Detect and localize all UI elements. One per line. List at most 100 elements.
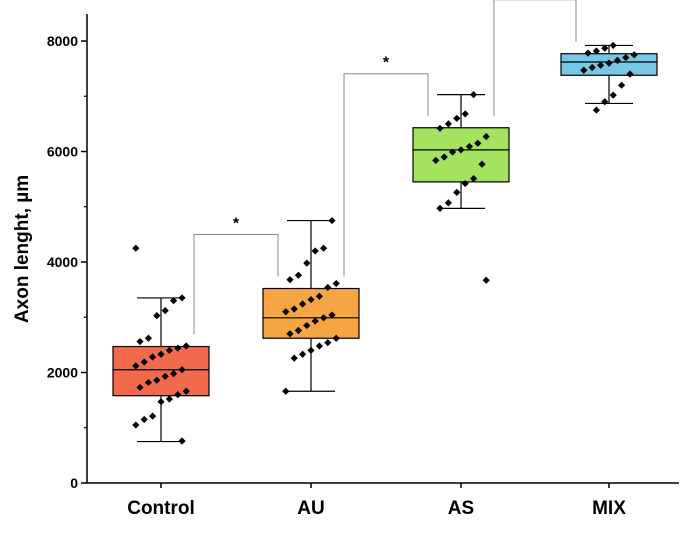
data-point-control <box>136 383 144 392</box>
significance-bracket <box>493 0 577 116</box>
box-group-mix <box>560 41 658 114</box>
data-point-as <box>470 174 478 183</box>
data-point-au <box>299 350 307 358</box>
x-label-au: AU <box>297 498 324 519</box>
y-axis-title: Axon lenght, µm <box>12 175 33 323</box>
box-group-control <box>112 244 210 445</box>
x-category-labels: Control AU AS MIX <box>127 483 626 519</box>
data-point-control <box>149 353 157 361</box>
box-as <box>412 127 510 183</box>
data-point-control <box>165 346 173 354</box>
data-point-au <box>328 216 336 225</box>
data-point-as <box>457 146 465 154</box>
y-ticks: 0 2000 4000 6000 8000 <box>47 33 87 491</box>
significance-label: * <box>233 216 240 233</box>
y-tick-label-2000: 2000 <box>47 365 78 381</box>
data-point-au <box>328 311 336 319</box>
data-point-control <box>178 437 186 445</box>
significance-control-au: * <box>193 216 279 335</box>
data-point-as <box>465 142 473 151</box>
data-point-as <box>449 148 457 156</box>
significance-bracket <box>193 234 279 335</box>
data-point-au <box>311 247 319 255</box>
data-point-as <box>453 114 461 122</box>
data-point-as <box>436 204 444 213</box>
data-point-control <box>144 378 152 387</box>
data-point-control <box>174 344 182 352</box>
data-point-control <box>178 366 186 374</box>
data-point-au <box>282 308 290 316</box>
data-point-as <box>440 153 448 161</box>
data-point-au <box>315 292 323 300</box>
data-point-control <box>153 311 161 320</box>
data-point-mix <box>584 49 592 57</box>
data-point-au <box>282 387 290 395</box>
data-point-au <box>294 326 302 335</box>
data-point-control <box>144 334 152 342</box>
data-point-au <box>311 317 319 325</box>
box-group-au <box>262 216 360 395</box>
y-tick-label-8000: 8000 <box>47 33 78 49</box>
data-point-au <box>307 295 315 304</box>
data-point-as <box>461 179 469 188</box>
data-point-control <box>182 342 190 350</box>
data-point-mix <box>580 66 588 74</box>
data-point-mix <box>592 106 600 114</box>
data-point-mix <box>609 41 617 50</box>
data-point-mix <box>622 53 630 62</box>
data-point-mix <box>592 47 600 55</box>
data-point-au <box>307 346 315 354</box>
data-point-au <box>286 276 294 284</box>
data-point-au <box>290 354 298 362</box>
data-point-au <box>324 283 332 292</box>
data-point-control <box>170 297 178 305</box>
data-point-au <box>324 339 332 347</box>
y-tick-label-4000: 4000 <box>47 254 78 270</box>
data-point-mix <box>601 98 609 106</box>
significance-au-as: * <box>343 55 429 277</box>
data-point-control <box>174 391 182 399</box>
data-point-control <box>182 387 190 395</box>
data-point-control <box>161 372 169 380</box>
data-point-mix <box>605 59 613 67</box>
data-point-au <box>294 271 302 279</box>
data-point-as <box>478 160 486 168</box>
data-point-control <box>132 362 140 370</box>
data-point-control <box>157 350 165 358</box>
x-label-control: Control <box>127 498 195 519</box>
data-point-control <box>153 376 161 384</box>
data-point-mix <box>601 44 609 52</box>
axes <box>86 14 679 484</box>
data-point-mix <box>630 51 638 59</box>
data-point-control <box>140 358 148 366</box>
data-point-mix <box>618 81 626 89</box>
data-point-control <box>136 337 144 346</box>
data-point-au <box>303 259 311 267</box>
y-tick-label-0: 0 <box>70 475 78 491</box>
data-point-au <box>315 342 323 350</box>
data-point-au <box>332 334 340 342</box>
x-label-as: AS <box>448 498 474 519</box>
data-point-au <box>332 279 340 288</box>
data-point-as <box>432 156 440 164</box>
data-point-control <box>140 415 148 424</box>
data-point-control <box>157 398 165 406</box>
data-point-control <box>161 307 169 315</box>
data-point-mix <box>613 56 621 64</box>
data-point-au <box>290 305 298 313</box>
significance-label: * <box>383 55 390 72</box>
data-point-mix <box>588 63 596 72</box>
data-point-as <box>461 110 469 118</box>
x-label-mix: MIX <box>592 498 626 519</box>
data-point-au <box>320 244 328 252</box>
data-point-au <box>286 330 294 338</box>
data-point-as <box>444 120 452 128</box>
data-point-control <box>149 412 157 420</box>
data-point-as <box>453 188 461 196</box>
data-point-control <box>165 395 173 403</box>
data-point-mix <box>626 70 634 78</box>
box-group-as <box>412 90 510 284</box>
plot-area: * * * <box>112 0 658 445</box>
data-point-as <box>482 132 490 141</box>
